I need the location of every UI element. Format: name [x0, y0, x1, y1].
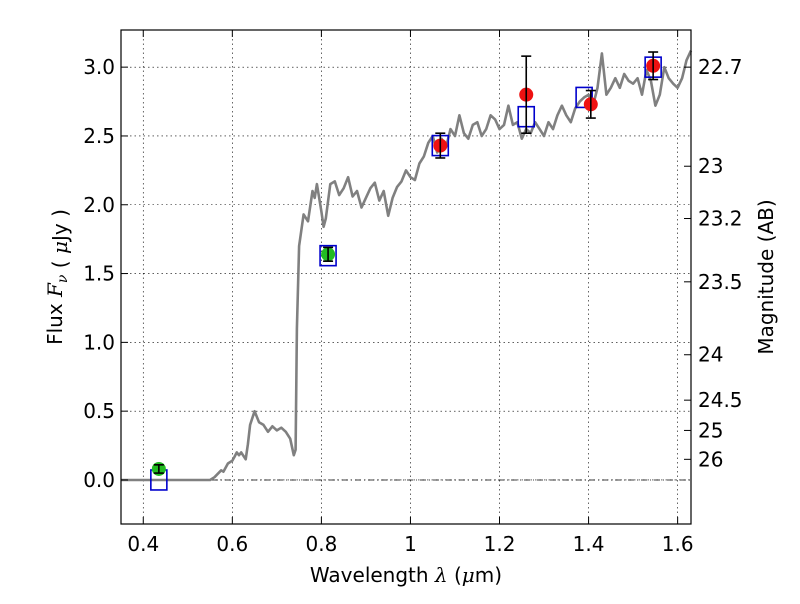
grid-lines [121, 30, 691, 524]
y2-axis-ticks: 22.7 23 23.2 23.5 24 24.5 25 26 [684, 55, 743, 471]
x-axis-label: Wavelength λ (μm) [310, 563, 502, 587]
y-axis-label: Flux Fν ( μJy ) [43, 209, 72, 345]
y2-tick-label: 23 [698, 154, 723, 178]
y2-tick-label: 25 [698, 418, 723, 442]
sed-model-curve [121, 50, 693, 482]
x-tick-label: 1.4 [573, 532, 605, 556]
error-bars [153, 51, 659, 474]
x-tick-label: 1.2 [484, 532, 516, 556]
sed-model [121, 50, 693, 482]
x-tick-label: 0.6 [216, 532, 248, 556]
x-axis-ticks: 0.4 0.6 0.8 1 1.2 1.4 1.6 [127, 30, 694, 556]
y-tick-label: 3.0 [83, 55, 115, 79]
y-tick-label: 0.0 [83, 468, 115, 492]
x-tick-label: 1.6 [662, 532, 694, 556]
y-tick-label: 1.0 [83, 330, 115, 354]
x-tick-label: 0.4 [127, 532, 159, 556]
y-tick-label: 0.5 [83, 399, 115, 423]
model-flux-square [575, 86, 593, 109]
y2-tick-label: 24 [698, 343, 723, 367]
x-tick-label: 1 [404, 532, 417, 556]
y2-tick-label: 24.5 [698, 388, 743, 412]
y-axis-ticks: 0.0 0.5 1.0 1.5 2.0 2.5 3.0 [83, 55, 128, 492]
x-tick-label: 0.8 [305, 532, 337, 556]
y-tick-label: 1.5 [83, 262, 115, 286]
y-tick-label: 2.5 [83, 124, 115, 148]
plot-frame [120, 29, 692, 525]
y2-tick-label: 23.2 [698, 207, 743, 231]
y2-axis-label: Magnitude (AB) [754, 199, 778, 354]
y2-tick-label: 22.7 [698, 55, 743, 79]
model-flux-square [319, 244, 337, 267]
y2-tick-label: 26 [698, 447, 723, 471]
y2-tick-label: 23.5 [698, 270, 743, 294]
y-tick-label: 2.0 [83, 193, 115, 217]
